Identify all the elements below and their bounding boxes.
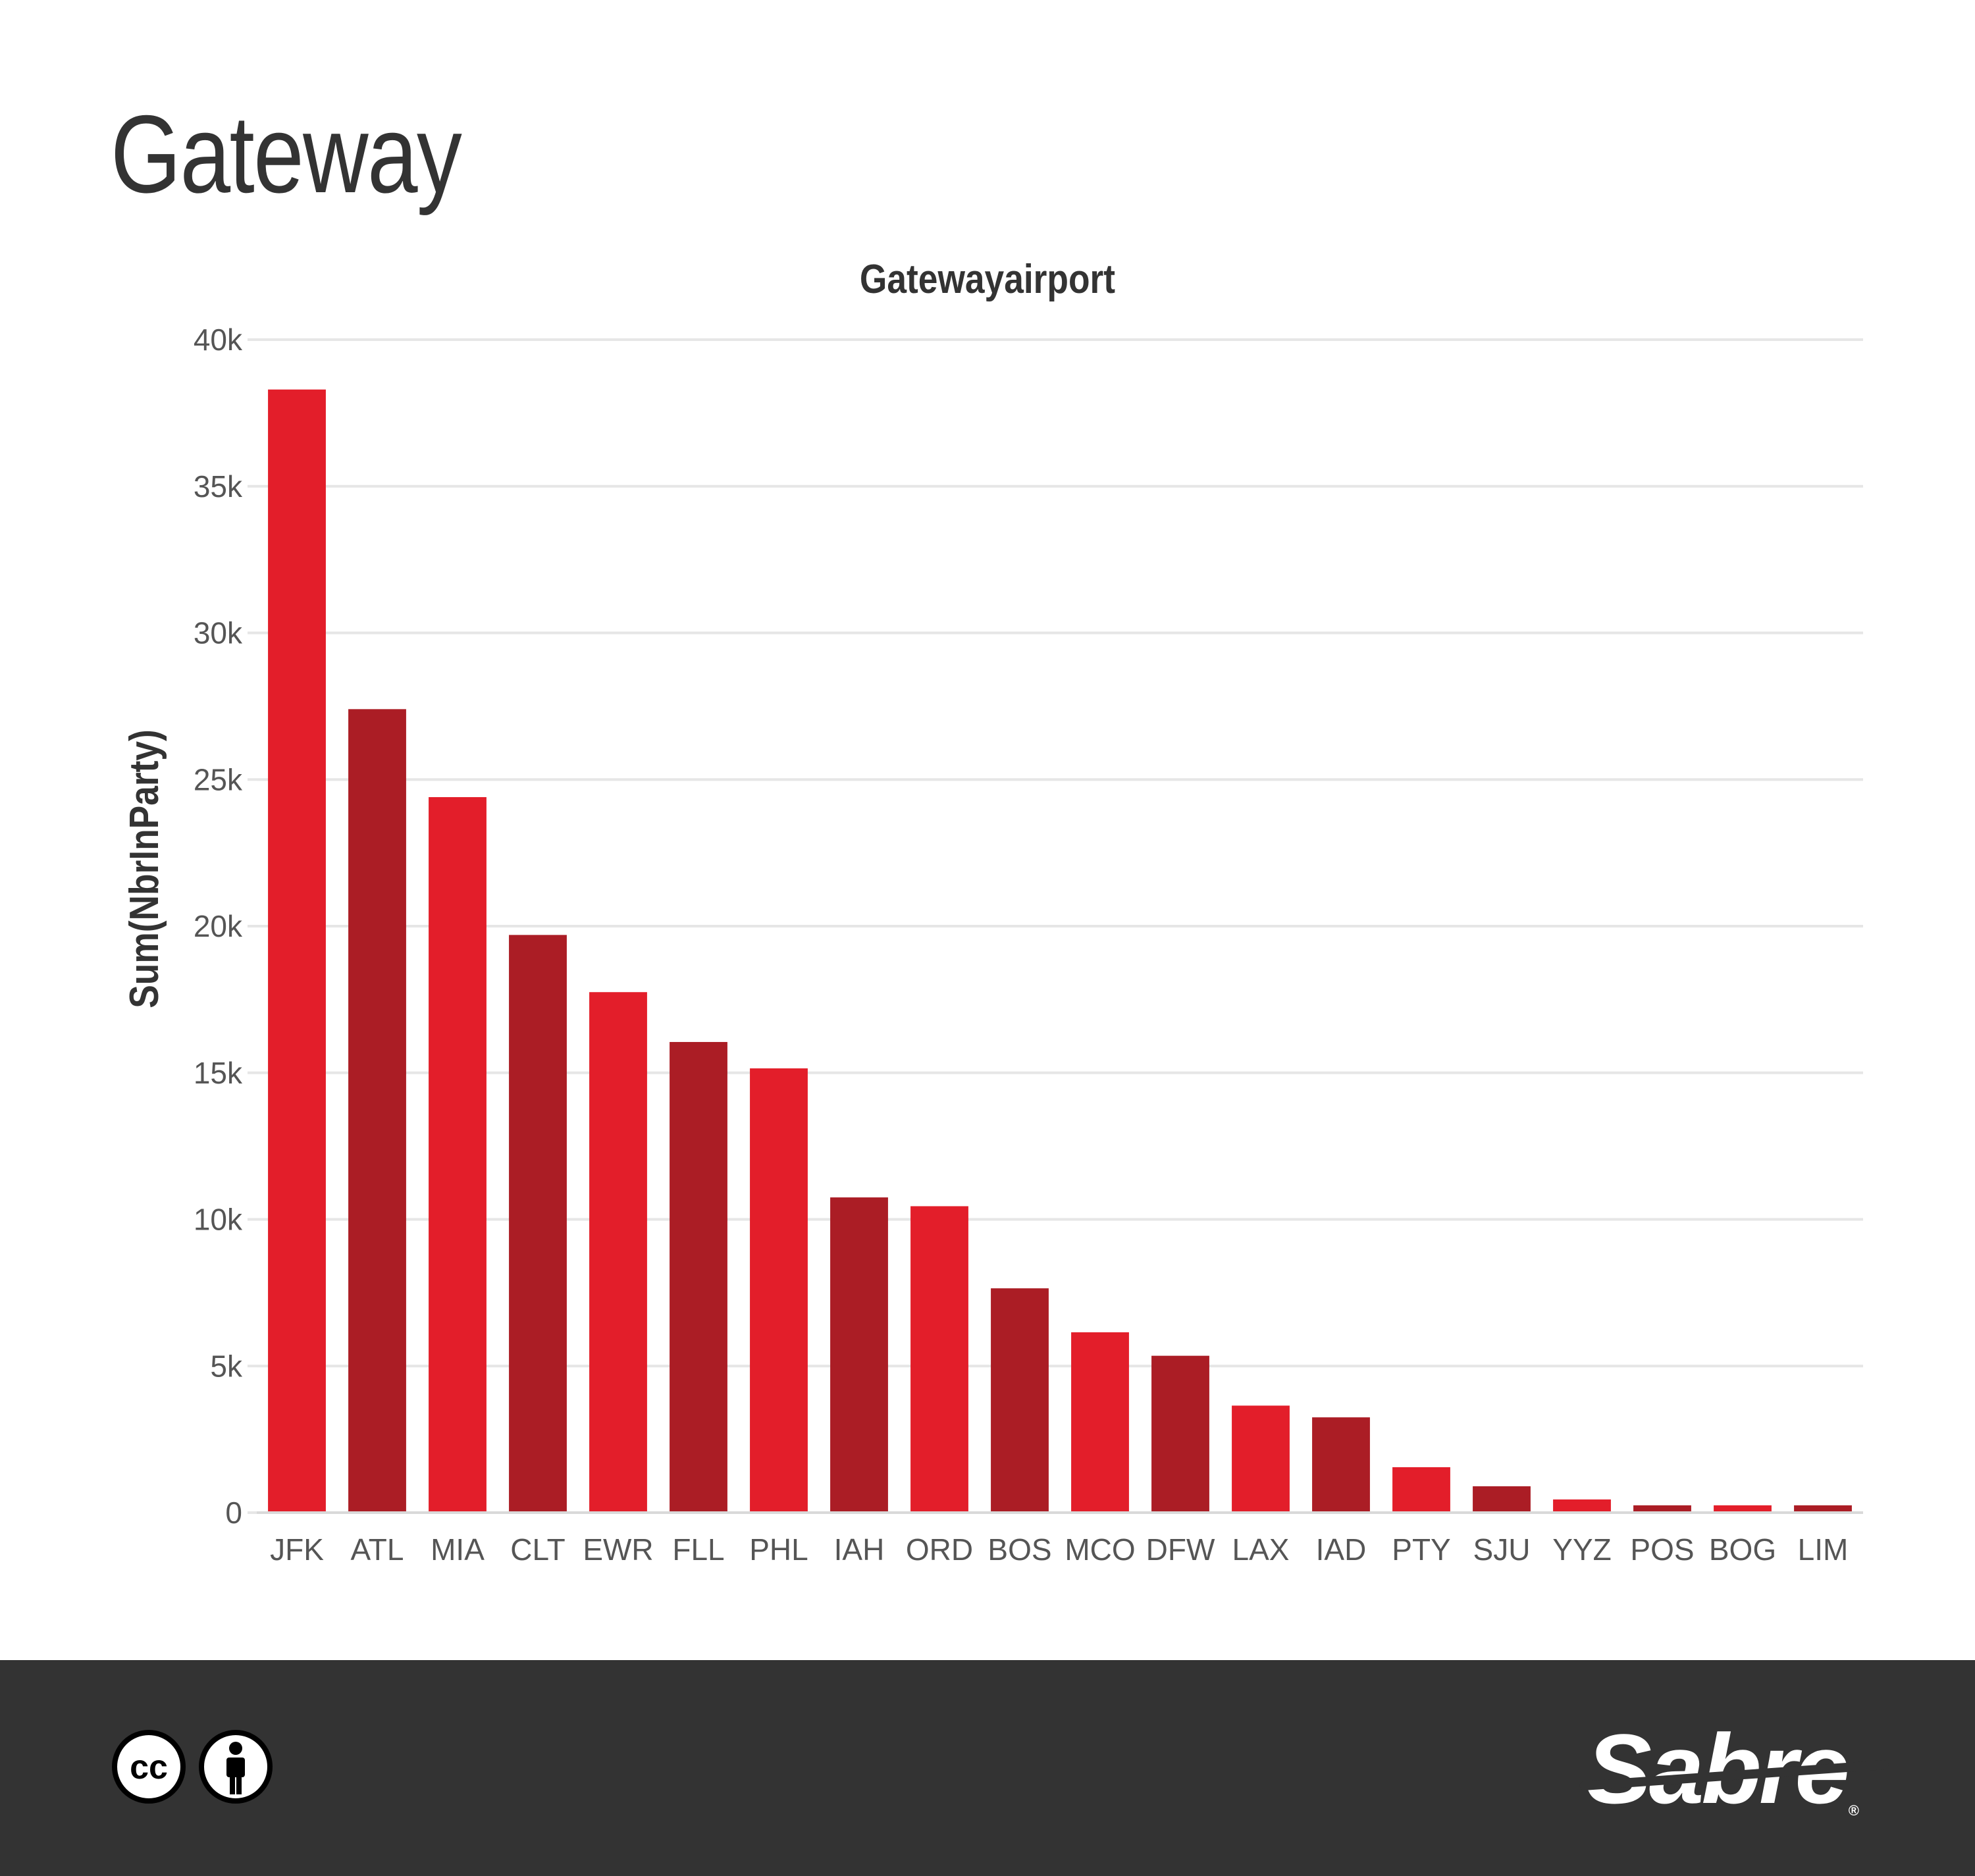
attribution-person-icon[interactable] (199, 1730, 273, 1804)
x-tick-label: MIA (431, 1532, 485, 1567)
bar-jfk[interactable] (268, 389, 326, 1513)
y-tick-label: 10k (194, 1203, 243, 1237)
sabre-logo: Sabre ® (1579, 1719, 1889, 1819)
x-tick-label: SJU (1473, 1532, 1531, 1567)
x-tick-label: CLT (510, 1532, 566, 1567)
bar-bos[interactable] (991, 1288, 1049, 1513)
bar-ord[interactable] (910, 1206, 968, 1513)
x-tick-label: PHL (749, 1532, 808, 1567)
cc-icon[interactable]: cc (112, 1730, 186, 1804)
y-tick-label: 5k (210, 1349, 243, 1383)
x-axis: JFK ATL MIA CLT EWR FLL PHL IAH ORD BOS MCO DFW LAX I… (257, 1511, 1863, 1567)
cc-text: cc (130, 1748, 168, 1786)
bar-mco[interactable] (1071, 1332, 1129, 1513)
x-tick-label: ATL (351, 1532, 404, 1567)
bar-dfw[interactable] (1151, 1355, 1209, 1513)
x-tick-label: POS (1630, 1532, 1694, 1567)
page-title: Gateway (111, 92, 462, 216)
bar-mia[interactable] (429, 796, 487, 1513)
y-axis: 0 5k 10k 15k 20k 25k 30k 35k 40k (194, 323, 257, 1530)
bar-chart: Gatewayairport 05k10k15k20k25k30k35k40k … (122, 257, 1863, 1567)
bar-clt[interactable] (509, 935, 567, 1513)
bar-pty[interactable] (1392, 1467, 1450, 1513)
y-tick-label: 40k (194, 323, 243, 357)
y-tick-label: 25k (194, 762, 243, 796)
x-tick-label: ORD (906, 1532, 973, 1567)
bar-lim[interactable] (1794, 1505, 1852, 1513)
x-tick-label: FLL (672, 1532, 724, 1567)
bar-yyz[interactable] (1553, 1499, 1611, 1513)
x-tick-label: LAX (1232, 1532, 1290, 1567)
x-tick-label: DFW (1146, 1532, 1215, 1567)
license-badges: cc (112, 1730, 273, 1804)
x-tick-label: EWR (583, 1532, 653, 1567)
bar-atl[interactable] (348, 709, 406, 1513)
y-tick-label: 35k (194, 469, 243, 504)
x-tick-label: MCO (1065, 1532, 1135, 1567)
registered-mark: ® (1848, 1802, 1859, 1819)
bar-phl[interactable] (750, 1068, 808, 1513)
bar-iad[interactable] (1312, 1417, 1370, 1513)
y-tick-label: 30k (194, 616, 243, 650)
x-tick-label: IAD (1316, 1532, 1367, 1567)
x-tick-label: IAH (834, 1532, 885, 1567)
bar-ewr[interactable] (589, 992, 647, 1513)
bar-pos[interactable] (1633, 1505, 1691, 1513)
x-tick-label: PTY (1392, 1532, 1450, 1567)
footer: cc Sabre ® (0, 1660, 1975, 1876)
bar-sju[interactable] (1473, 1486, 1531, 1513)
x-tick-label: JFK (270, 1532, 324, 1567)
y-tick-label: 0 (225, 1496, 242, 1530)
bar-fll[interactable] (670, 1041, 727, 1513)
y-axis-label: Sum(NbrInParty) (122, 729, 167, 1008)
x-tick-label: BOS (988, 1532, 1051, 1567)
x-tick-label: LIM (1798, 1532, 1849, 1567)
chart-title: Gatewayairport (860, 257, 1115, 302)
y-tick-label: 15k (194, 1056, 243, 1090)
bar-lax[interactable] (1232, 1405, 1290, 1513)
bar-bog[interactable] (1714, 1505, 1772, 1513)
y-tick-label: 20k (194, 909, 243, 943)
x-tick-label: YYZ (1552, 1532, 1611, 1567)
bar-iah[interactable] (830, 1197, 888, 1513)
bars (268, 389, 1852, 1513)
x-tick-label: BOG (1709, 1532, 1776, 1567)
gridlines (257, 338, 1863, 1514)
